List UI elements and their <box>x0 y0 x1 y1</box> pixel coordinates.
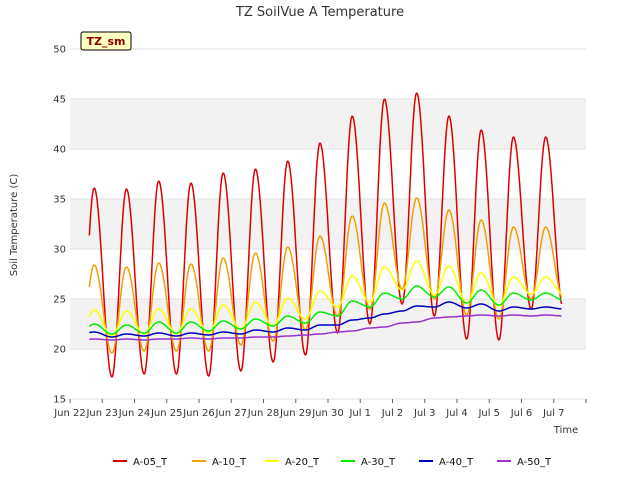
y-axis: 15 20 25 30 35 40 45 50 <box>53 45 66 406</box>
legend-label: A-40_T <box>439 457 474 468</box>
series-line-a-50-t <box>89 314 562 341</box>
y-tick-label: 15 <box>53 395 66 406</box>
x-axis-title: Time <box>553 425 578 436</box>
site-badge: TZ_sm <box>80 31 132 51</box>
x-tick-label: Jul 1 <box>348 408 371 419</box>
legend-label: A-05_T <box>133 457 168 468</box>
legend-label: A-20_T <box>285 457 320 468</box>
y-axis-title: Soil Temperature (C) <box>9 174 20 277</box>
legend: A-05_T A-10_T A-20_T A-30_T A-40_T A-50_T <box>113 457 552 468</box>
series-line-a-05-t <box>88 92 563 378</box>
y-tick-label: 50 <box>53 45 66 56</box>
legend-label: A-30_T <box>361 457 396 468</box>
x-tick-label: Jun 26 <box>182 408 215 419</box>
x-tick-label: Jun 22 <box>53 408 86 419</box>
site-badge-box <box>80 31 132 51</box>
chart-title: TZ SoilVue A Temperature <box>235 5 404 20</box>
series-line-a-40-t <box>89 301 562 338</box>
grid-band <box>70 99 586 149</box>
y-tick-label: 45 <box>53 95 66 106</box>
x-tick-label: Jun 28 <box>247 408 280 419</box>
grid-band <box>70 49 586 99</box>
x-tick-label: Jul 6 <box>510 408 533 419</box>
x-tick-label: Jun 24 <box>118 408 151 419</box>
x-tick-label: Jul 5 <box>477 408 500 419</box>
legend-label: A-10_T <box>212 457 247 468</box>
x-tick-label: Jul 3 <box>413 408 436 419</box>
x-tick-label: Jun 30 <box>311 408 344 419</box>
x-tick-label: Jul 4 <box>445 408 468 419</box>
legend-label: A-50_T <box>517 457 552 468</box>
y-tick-label: 30 <box>53 245 66 256</box>
y-tick-label: 35 <box>53 195 66 206</box>
grid-band <box>70 349 586 399</box>
x-axis: Jun 22 Jun 23 Jun 24 Jun 25 Jun 26 Jun 27 Jun … <box>53 399 587 419</box>
y-tick-label: 25 <box>53 295 66 306</box>
site-badge-label: TZ_sm <box>87 35 126 48</box>
x-tick-label: Jul 2 <box>381 408 404 419</box>
x-tick-label: Jun 29 <box>279 408 312 419</box>
y-tick-label: 40 <box>53 145 66 156</box>
x-tick-label: Jun 27 <box>214 408 247 419</box>
series-line-a-20-t <box>88 260 562 337</box>
x-tick-label: Jun 23 <box>85 408 118 419</box>
y-tick-label: 20 <box>53 345 66 356</box>
series-line-a-10-t <box>88 197 563 354</box>
x-tick-label: Jul 7 <box>542 408 565 419</box>
grid-band <box>70 299 586 349</box>
x-tick-label: Jun 25 <box>150 408 183 419</box>
series-line-a-30-t <box>88 285 562 335</box>
series-lines <box>88 92 563 378</box>
